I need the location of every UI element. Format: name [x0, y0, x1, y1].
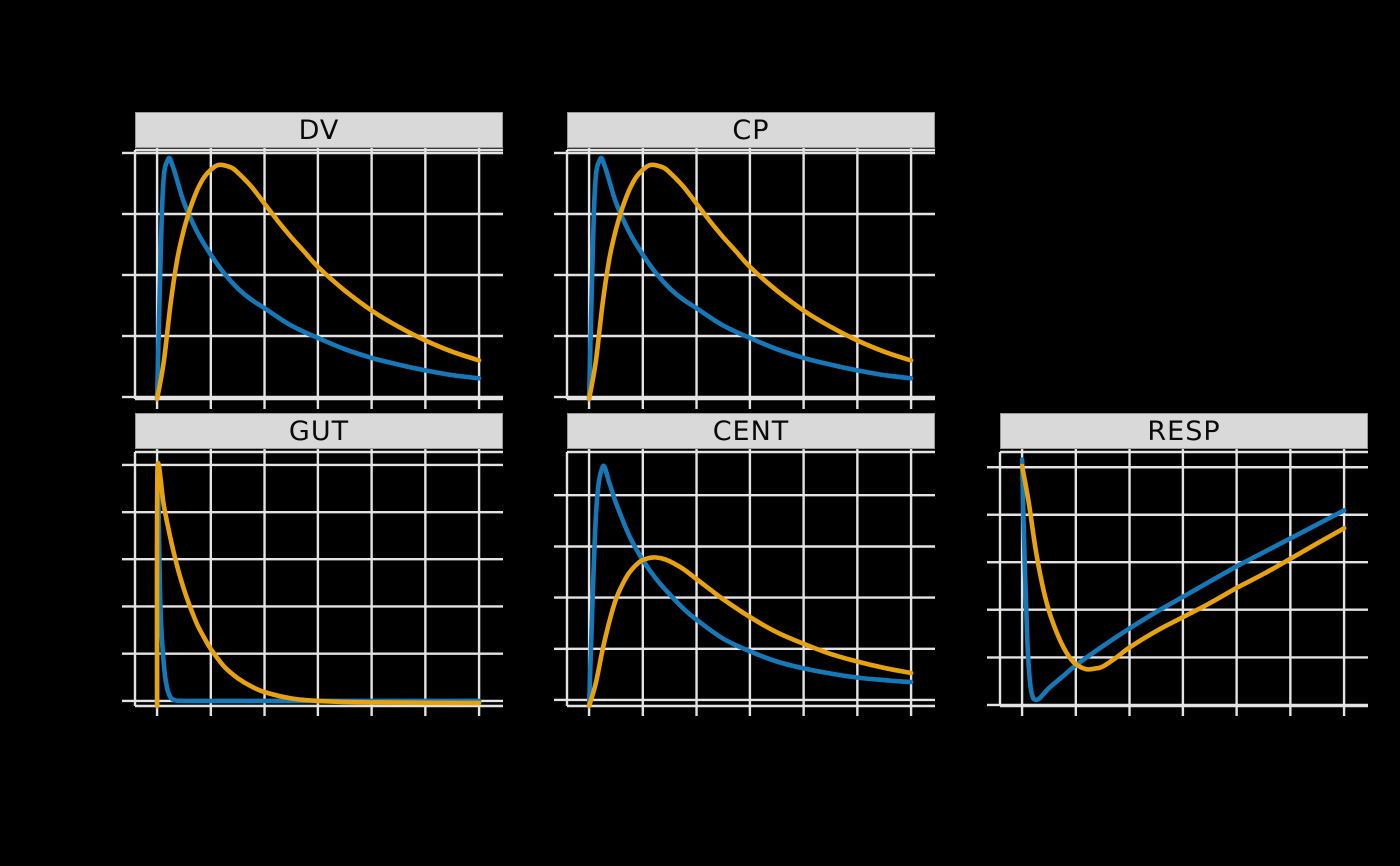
gridlines	[1000, 452, 1368, 707]
gridlines	[135, 150, 503, 399]
axis-lines	[998, 450, 1368, 708]
panel-strip-label: DV	[298, 114, 340, 146]
panel-strip-resp: RESP	[1000, 413, 1368, 449]
panel-strip-cp: CP	[567, 112, 935, 148]
panel-strip-label: CP	[732, 114, 770, 146]
panel-strip-gut: GUT	[135, 413, 503, 449]
panel-CENT	[554, 444, 935, 716]
panel-CP	[554, 142, 935, 409]
panel-strip-dv: DV	[135, 112, 503, 148]
panel-strip-cent: CENT	[567, 413, 935, 449]
line-series-1-blue	[154, 155, 482, 402]
line-series-1-blue	[586, 155, 914, 402]
axis-lines	[133, 450, 503, 708]
panel-RESP	[987, 444, 1368, 716]
gridlines	[135, 452, 503, 706]
line-series-2-orange	[154, 162, 482, 402]
gridlines	[567, 150, 935, 399]
line-series-2-orange	[586, 162, 914, 402]
panel-DV	[122, 142, 503, 409]
panel-strip-label: GUT	[288, 415, 350, 447]
axis-lines	[133, 148, 503, 401]
line-series-2-orange	[154, 460, 482, 709]
panel-GUT	[122, 444, 503, 716]
line-series-1-blue	[1019, 457, 1347, 703]
line-series-2-orange	[1019, 463, 1347, 672]
panel-strip-label: RESP	[1147, 415, 1221, 447]
axis-lines	[565, 148, 935, 401]
axis-lines	[565, 450, 935, 708]
line-series-1-blue	[586, 463, 914, 709]
line-series-2-orange	[586, 555, 914, 709]
panel-strip-label: CENT	[712, 415, 790, 447]
